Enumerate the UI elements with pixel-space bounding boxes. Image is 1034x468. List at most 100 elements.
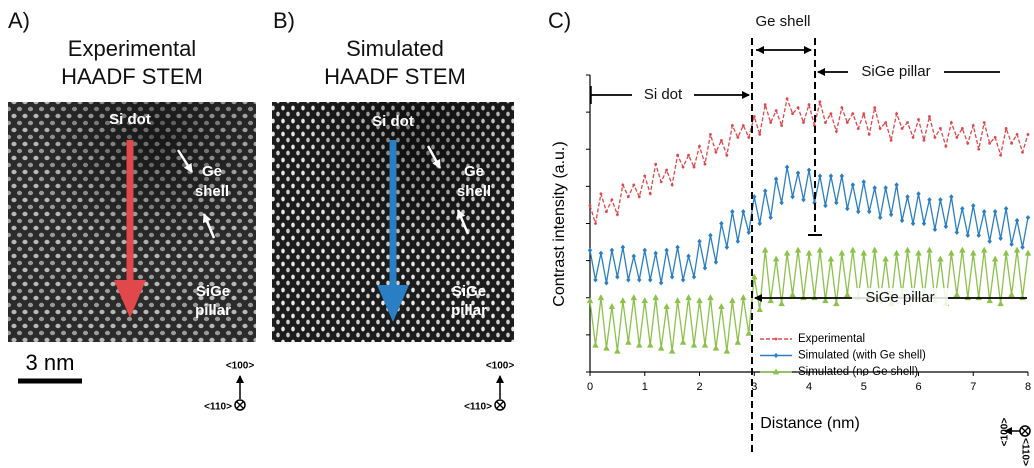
annotation-arrow [756, 46, 764, 54]
data-point [702, 265, 708, 271]
data-point [801, 197, 806, 203]
legend-marker [774, 337, 778, 341]
data-point [735, 238, 741, 244]
data-point [663, 303, 670, 310]
data-point [594, 222, 597, 225]
data-point [586, 297, 594, 304]
data-point [774, 109, 778, 113]
data-point [906, 121, 909, 124]
data-point [659, 180, 663, 184]
data-point [669, 274, 675, 280]
y-axis-title: Contrast intensity (a.u.) [551, 141, 568, 306]
data-point [960, 127, 964, 130]
data-point [1015, 133, 1019, 136]
data-point [701, 341, 709, 348]
data-point [794, 246, 802, 253]
data-point [884, 121, 888, 124]
data-point [670, 183, 674, 187]
data-point [657, 344, 665, 351]
data-point [778, 300, 785, 307]
data-point [927, 197, 932, 203]
data-point [725, 153, 729, 157]
data-point [598, 250, 604, 256]
data-point [769, 121, 773, 124]
data-point [658, 280, 664, 286]
data-point [752, 115, 756, 118]
scan-arrow-head [377, 285, 409, 322]
data-point [970, 249, 977, 256]
data-point [697, 238, 702, 244]
data-point [741, 124, 745, 127]
data-point [599, 192, 603, 196]
data-point [653, 250, 658, 256]
orientation-symbol [236, 401, 244, 409]
data-point [878, 127, 882, 130]
plot-area: 0 1 2 3 4 5 6 7 8 [586, 74, 1032, 393]
data-point [932, 226, 938, 233]
pointer [202, 213, 216, 239]
data-point [752, 194, 757, 200]
data-point [625, 338, 632, 345]
data-point [824, 121, 827, 124]
data-point [944, 144, 948, 148]
data-point [904, 246, 911, 253]
image-label: Ge [464, 163, 484, 180]
data-point [982, 121, 986, 124]
data-point [828, 173, 834, 179]
data-point [648, 277, 653, 283]
x-tick-label: 3 [751, 381, 757, 393]
data-point [696, 297, 703, 304]
data-point [827, 255, 835, 262]
data-point [834, 200, 839, 206]
data-point [838, 249, 846, 256]
data-point [614, 347, 621, 354]
data-point [1021, 150, 1024, 154]
data-point [1026, 133, 1030, 136]
data-point [724, 244, 730, 250]
data-point [654, 162, 658, 166]
image-label: shell [195, 183, 229, 200]
data-point [817, 173, 823, 179]
data-point [604, 280, 609, 286]
data-point [588, 204, 592, 208]
orientation-label: <100> [1000, 418, 1011, 447]
orientation-label: <110> [464, 402, 492, 413]
data-point [861, 179, 866, 185]
data-point [751, 273, 758, 280]
data-point [698, 144, 701, 148]
data-point [615, 274, 620, 280]
data-point [1002, 249, 1010, 256]
data-point [928, 115, 931, 118]
data-point [626, 195, 630, 199]
data-point [707, 294, 714, 301]
data-point [1020, 244, 1025, 250]
data-point [867, 209, 872, 215]
data-point [998, 235, 1003, 241]
data-point [966, 141, 970, 145]
data-point [834, 130, 838, 133]
data-point [756, 306, 763, 313]
data-point [1008, 291, 1015, 298]
data-point [690, 341, 698, 348]
data-point [668, 347, 676, 354]
data-point [767, 297, 774, 304]
data-point [822, 297, 829, 304]
data-point [840, 106, 844, 110]
data-point [608, 303, 616, 310]
data-point [736, 135, 740, 139]
data-point [619, 297, 627, 304]
data-point [806, 167, 812, 173]
data-point [833, 300, 840, 307]
data-point [894, 182, 899, 188]
series-line [589, 96, 1029, 224]
data-point [685, 294, 692, 301]
data-point [953, 291, 961, 298]
data-point [959, 246, 966, 253]
series-line [589, 166, 1029, 284]
data-point [807, 103, 811, 107]
data-point [642, 247, 647, 253]
data-point [795, 170, 801, 176]
data-point [802, 121, 805, 124]
data-point [829, 112, 833, 116]
data-point [605, 210, 608, 214]
